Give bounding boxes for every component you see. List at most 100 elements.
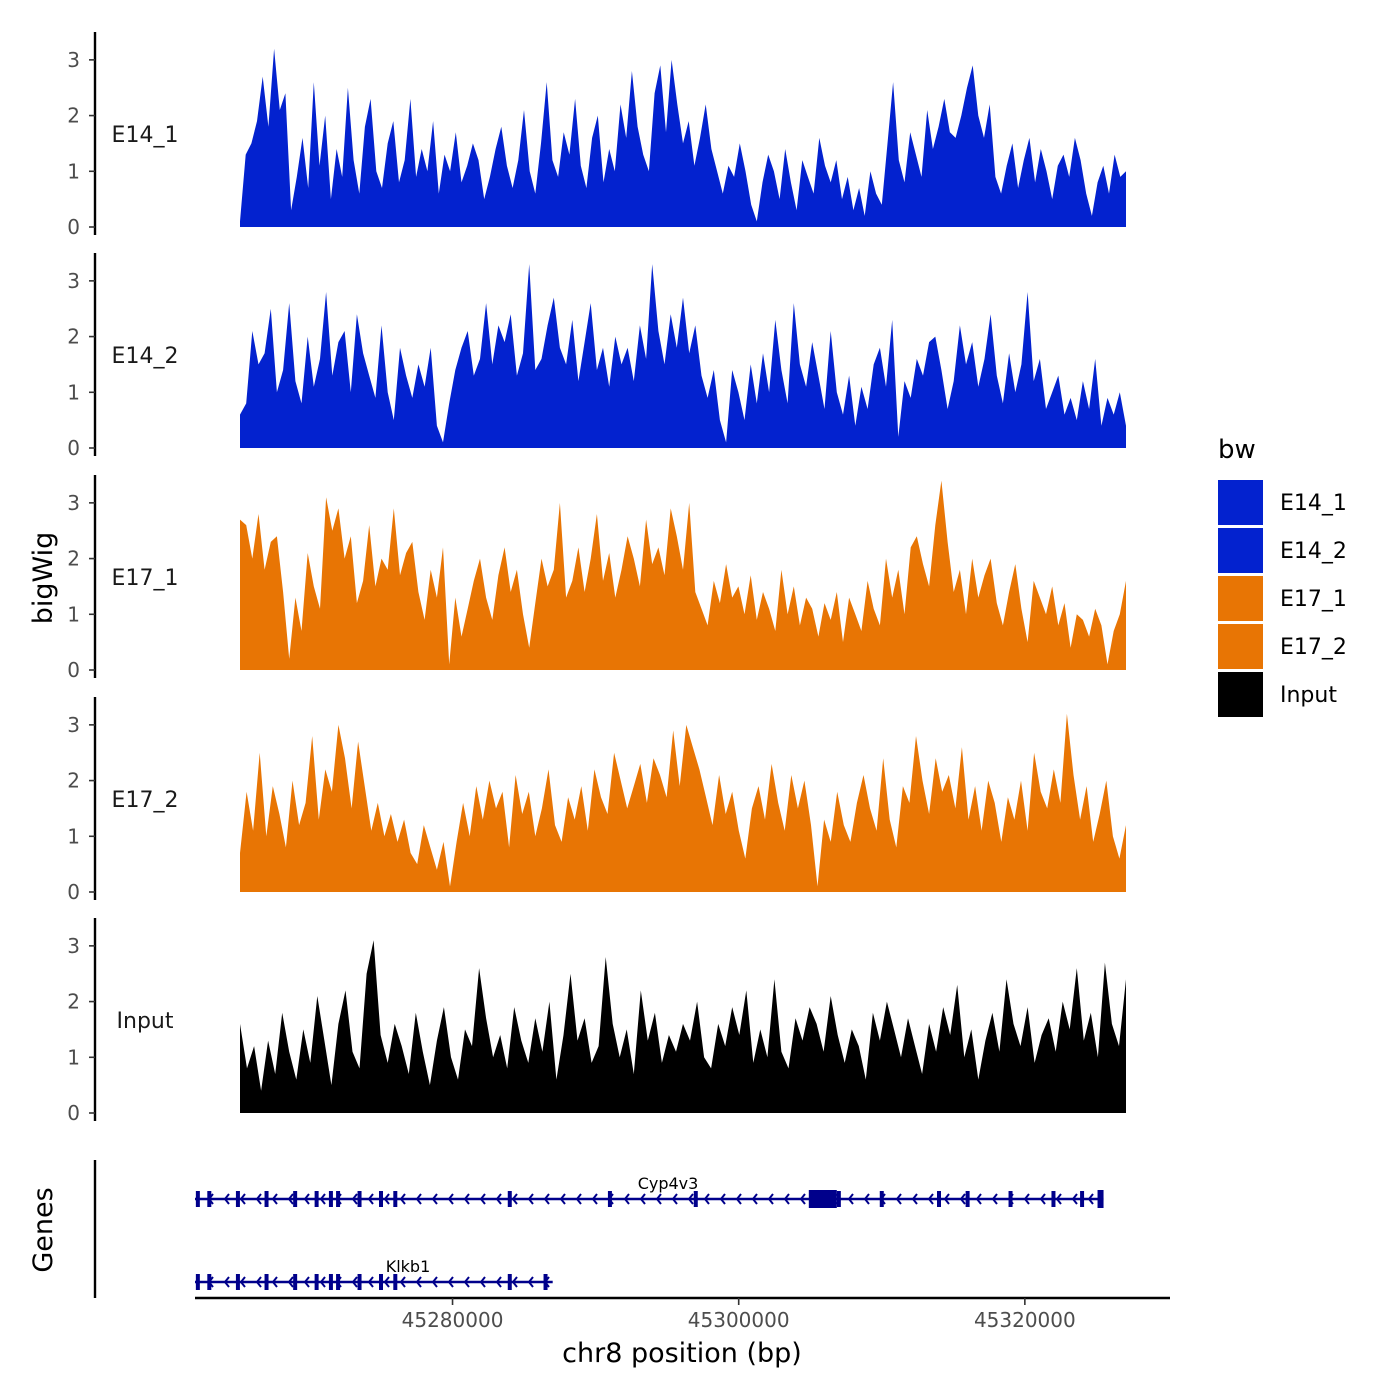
exon bbox=[235, 1274, 240, 1290]
legend-item-Input: Input bbox=[1218, 672, 1337, 717]
strand-arrow bbox=[943, 1193, 950, 1205]
y-tick-label: 2 bbox=[67, 990, 80, 1014]
strand-arrow bbox=[895, 1193, 902, 1205]
strand-arrow bbox=[479, 1276, 486, 1288]
strand-arrow bbox=[495, 1276, 502, 1288]
track-E14_1: 0 1 2 3 E14_1 bbox=[67, 32, 1126, 239]
strand-arrow bbox=[639, 1193, 646, 1205]
strand-arrow bbox=[911, 1193, 918, 1205]
track-label: E17_2 bbox=[112, 788, 179, 813]
x-tick-label: 45320000 bbox=[974, 1308, 1076, 1332]
strand-arrow bbox=[447, 1193, 454, 1205]
exon bbox=[693, 1191, 698, 1207]
strand-arrow bbox=[847, 1193, 854, 1205]
strand-arrow bbox=[975, 1193, 982, 1205]
y-tick-label: 3 bbox=[67, 713, 80, 737]
legend-label: E14_2 bbox=[1280, 539, 1347, 564]
genes-axis-title: Genes bbox=[28, 1187, 59, 1272]
strand-arrow bbox=[415, 1193, 422, 1205]
exon-end bbox=[1097, 1190, 1104, 1208]
strand-arrow bbox=[367, 1276, 374, 1288]
exon bbox=[207, 1274, 212, 1290]
exon bbox=[293, 1274, 298, 1290]
exon bbox=[336, 1274, 341, 1290]
exon bbox=[836, 1191, 841, 1207]
strand-arrow bbox=[511, 1193, 518, 1205]
strand-arrow bbox=[527, 1276, 534, 1288]
exon bbox=[195, 1274, 200, 1290]
strand-arrow bbox=[575, 1193, 582, 1205]
y-tick-label: 2 bbox=[67, 769, 80, 793]
strand-arrow bbox=[703, 1193, 710, 1205]
coverage-area-E17_2 bbox=[240, 713, 1126, 892]
genes-panel: Genes Cyp4v3 Klkb1 bbox=[28, 1160, 1104, 1298]
gene-label: Cyp4v3 bbox=[638, 1174, 699, 1193]
track-E17_1: 0 1 2 3 E17_1 bbox=[67, 475, 1126, 682]
strand-arrow bbox=[1055, 1193, 1062, 1205]
strand-arrow bbox=[383, 1193, 390, 1205]
exon-large bbox=[808, 1190, 837, 1208]
y-axis-title: bigWig bbox=[28, 532, 59, 625]
strand-arrow bbox=[399, 1193, 406, 1205]
strand-arrow bbox=[687, 1193, 694, 1205]
exon bbox=[357, 1191, 362, 1207]
exon bbox=[207, 1191, 212, 1207]
strand-arrow bbox=[239, 1193, 246, 1205]
legend-label: E17_1 bbox=[1280, 587, 1347, 612]
strand-arrow bbox=[463, 1276, 470, 1288]
strand-arrow bbox=[399, 1276, 406, 1288]
y-tick-label: 1 bbox=[67, 602, 80, 626]
exon bbox=[264, 1274, 269, 1290]
y-tick-label: 3 bbox=[67, 491, 80, 515]
y-tick-label: 0 bbox=[67, 658, 80, 682]
strand-arrow bbox=[783, 1193, 790, 1205]
exon bbox=[328, 1191, 333, 1207]
strand-arrow bbox=[1071, 1193, 1078, 1205]
strand-arrow bbox=[351, 1276, 358, 1288]
strand-arrow bbox=[431, 1276, 438, 1288]
track-E14_2: 0 1 2 3 E14_2 bbox=[67, 253, 1126, 460]
exon bbox=[264, 1191, 269, 1207]
strand-arrow bbox=[367, 1193, 374, 1205]
legend-item-E14_2: E14_2 bbox=[1218, 528, 1347, 573]
strand-arrow bbox=[543, 1193, 550, 1205]
strand-arrow bbox=[623, 1193, 630, 1205]
track-E17_2: 0 1 2 3 E17_2 bbox=[67, 697, 1126, 904]
legend-items: E14_1 E14_2 E17_1 E17_2 Input bbox=[1218, 480, 1347, 717]
y-tick-label: 3 bbox=[67, 48, 80, 72]
y-tick-label: 1 bbox=[67, 824, 80, 848]
strand-arrow bbox=[223, 1276, 230, 1288]
strand-arrow bbox=[303, 1276, 310, 1288]
strand-arrow bbox=[255, 1276, 262, 1288]
strand-arrow bbox=[287, 1276, 294, 1288]
exon bbox=[314, 1274, 319, 1290]
strand-arrow bbox=[511, 1276, 518, 1288]
strand-arrow bbox=[463, 1193, 470, 1205]
strand-arrow bbox=[271, 1276, 278, 1288]
strand-arrow bbox=[591, 1193, 598, 1205]
coverage-area-E17_1 bbox=[240, 480, 1126, 670]
legend-swatch bbox=[1218, 672, 1263, 717]
exon bbox=[393, 1274, 398, 1290]
strand-arrow bbox=[255, 1193, 262, 1205]
gene-Cyp4v3: Cyp4v3 bbox=[195, 1174, 1104, 1208]
y-tick-label: 2 bbox=[67, 325, 80, 349]
exon bbox=[1080, 1191, 1085, 1207]
strand-arrow bbox=[431, 1193, 438, 1205]
y-tick-label: 1 bbox=[67, 380, 80, 404]
legend-label: E17_2 bbox=[1280, 635, 1347, 660]
exon bbox=[336, 1191, 341, 1207]
legend: bw E14_1 E14_2 E17_1 E17_2 Input bbox=[1218, 435, 1347, 717]
exon bbox=[393, 1191, 398, 1207]
strand-arrow bbox=[383, 1276, 390, 1288]
legend-item-E17_1: E17_1 bbox=[1218, 576, 1347, 621]
y-tick-label: 2 bbox=[67, 104, 80, 128]
legend-swatch bbox=[1218, 624, 1263, 669]
y-tick-label: 0 bbox=[67, 215, 80, 239]
strand-arrow bbox=[527, 1193, 534, 1205]
strand-arrow bbox=[719, 1193, 726, 1205]
strand-arrow bbox=[303, 1193, 310, 1205]
strand-arrow bbox=[559, 1193, 566, 1205]
legend-label: Input bbox=[1280, 683, 1337, 708]
y-tick-label: 2 bbox=[67, 547, 80, 571]
